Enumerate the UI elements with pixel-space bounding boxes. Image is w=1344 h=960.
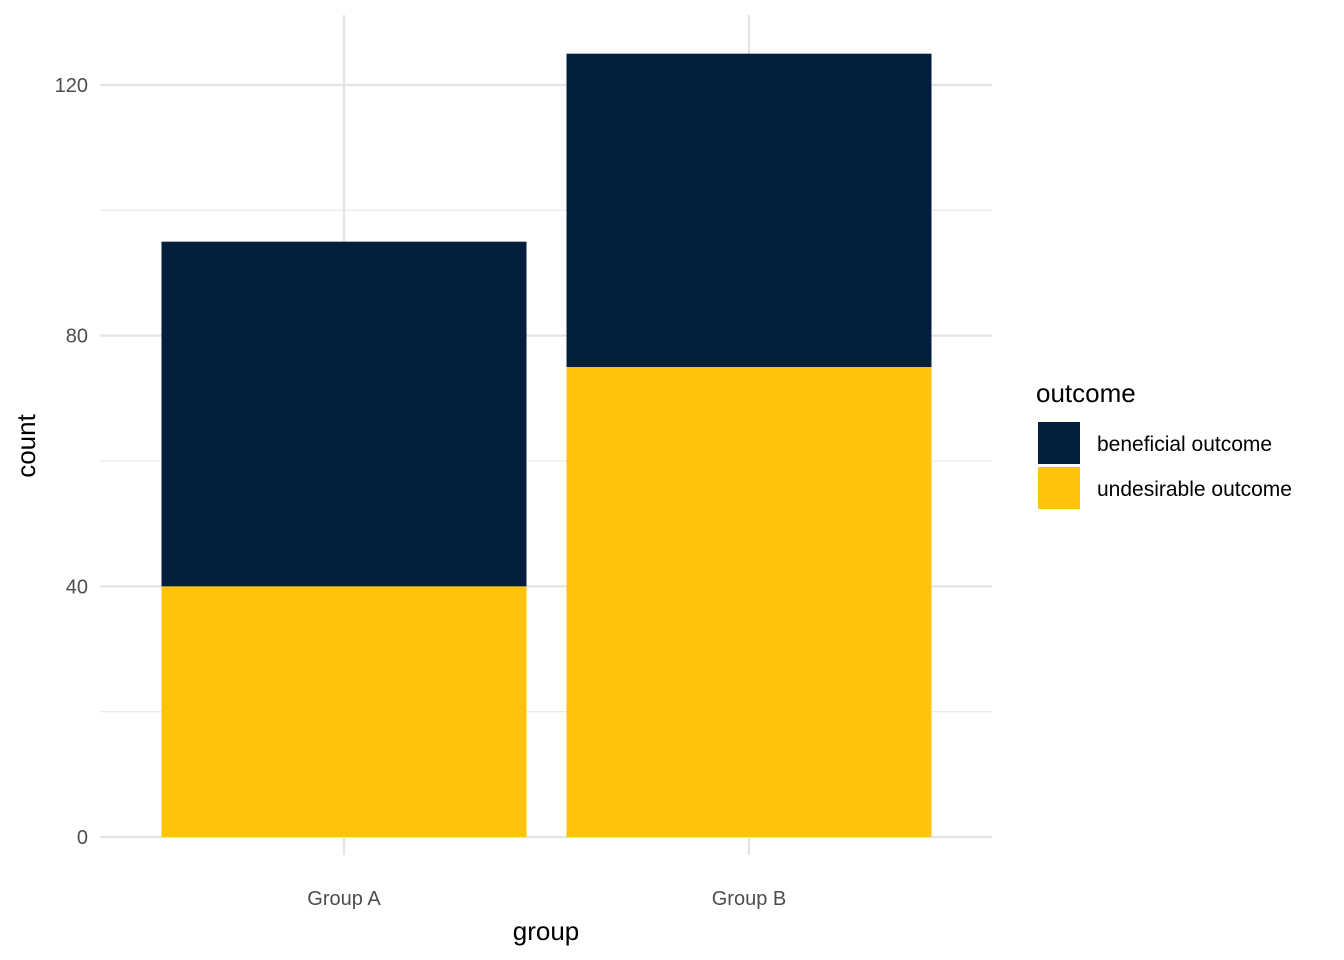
y-tick-label: 40 — [66, 576, 88, 598]
bar-group-a-beneficial-outcome — [161, 241, 527, 587]
y-axis-ticks: 0 40 80 120 — [55, 75, 88, 849]
x-axis-ticks: Group A Group B — [307, 888, 786, 910]
legend-label: undesirable outcome — [1097, 478, 1292, 501]
legend-label: beneficial outcome — [1097, 433, 1272, 456]
x-axis-title: group — [513, 916, 580, 946]
y-axis-title: count — [11, 413, 41, 477]
legend-key — [1038, 467, 1080, 509]
y-tick-label: 120 — [55, 75, 88, 97]
legend-key — [1038, 422, 1080, 464]
legend-title: outcome — [1036, 378, 1136, 408]
y-tick-label: 80 — [66, 326, 88, 348]
x-tick-label: Group A — [307, 888, 381, 910]
bar-group-a-undesirable-outcome — [161, 586, 527, 837]
legend: outcome beneficial outcome undesirable ou… — [1036, 378, 1292, 509]
bar-group-b-undesirable-outcome — [566, 367, 932, 837]
x-tick-label: Group B — [712, 888, 786, 910]
bar-group-b-beneficial-outcome — [566, 53, 932, 368]
y-tick-label: 0 — [77, 827, 88, 849]
bars — [161, 53, 932, 837]
